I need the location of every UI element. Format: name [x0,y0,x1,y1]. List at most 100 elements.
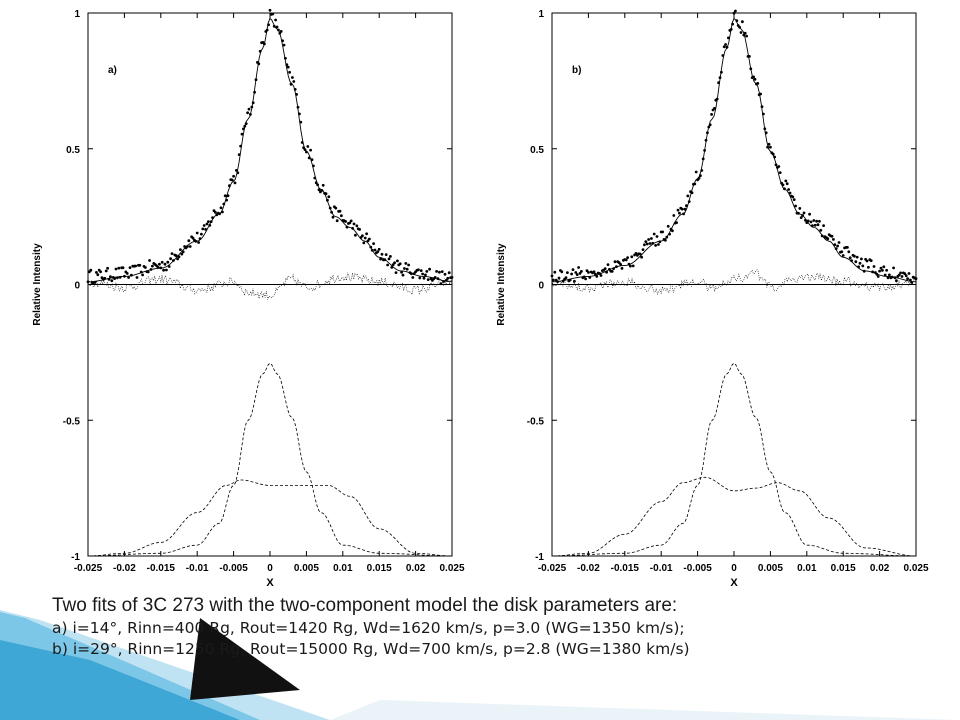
data-point [753,77,757,81]
series-component-4 [88,479,452,557]
data-point [214,211,217,214]
data-point [840,250,844,254]
data-point [335,219,339,223]
data-point [769,145,772,149]
data-point [580,270,583,273]
data-point [438,270,441,274]
series-model-fit [552,17,917,283]
x-tick-label: -0.01 [650,563,673,574]
data-point [279,30,283,33]
x-tick-label: -0.02 [113,563,136,574]
data-point [734,9,737,13]
data-point [694,170,698,174]
data-point [855,255,859,259]
data-point [114,267,118,271]
data-point [372,242,375,246]
data-point [377,247,381,251]
data-point [407,263,410,267]
data-point [647,238,650,241]
data-point [121,266,125,270]
y-tick-label: 0 [74,281,80,292]
data-point [573,279,576,283]
data-point [387,257,391,261]
data-point [146,270,150,274]
data-point [644,240,648,244]
data-point [110,279,114,283]
data-point [393,261,396,265]
data-point [201,227,205,231]
data-point [837,241,841,244]
x-tick-label: -0.005 [683,563,712,574]
data-point [419,269,423,272]
data-point [595,275,599,278]
data-point [282,43,286,47]
data-point [846,246,849,249]
data-point [96,273,100,277]
x-tick-label: -0.005 [219,563,248,574]
data-point [560,270,564,274]
x-tick-label: 0 [267,563,273,574]
data-point [128,266,132,269]
chart-area: -1 -0.5 0 0.5 1 -0.025 -0.02 -0.015 -0.01 -0.005 0… [32,8,929,589]
series-residuals [551,269,917,296]
x-tick-label: 0.005 [294,563,319,574]
y-tick-label: -0.5 [527,416,545,427]
data-point [344,220,347,223]
data-point [368,237,371,241]
data-point [710,113,713,116]
data-point [557,276,561,280]
data-point [331,215,335,219]
data-point [379,257,382,261]
data-point [349,219,353,223]
x-tick-label: 0.015 [367,563,392,574]
x-tick-label: 0.01 [333,563,353,574]
data-point [135,276,139,279]
data-point [141,273,145,277]
data-point [661,230,664,234]
data-point [348,221,352,225]
data-point [202,224,206,227]
data-point [163,262,167,266]
data-point [365,232,368,236]
data-point [389,255,392,258]
data-point [713,107,716,110]
x-tick-label: -0.015 [611,563,640,574]
data-point [652,232,656,236]
y-tick-label: 1 [538,9,544,20]
data-point [578,272,582,275]
data-point [599,274,603,277]
caption-title: Two fits of 3C 273 with the two-componen… [52,595,678,616]
data-point [899,271,902,275]
data-point [158,262,161,266]
panel-label: b) [572,65,581,76]
data-point [106,266,109,270]
data-point [741,20,744,24]
data-point [275,25,279,29]
data-point [400,270,403,274]
x-tick-label: -0.025 [538,563,567,574]
panel-label: a) [108,65,117,76]
y-tick-label: 1 [74,9,80,20]
data-point [787,188,790,191]
data-point [876,275,880,278]
data-point [847,250,851,254]
data-point [440,270,444,273]
data-point [338,209,342,213]
x-tick-label: -0.015 [147,563,176,574]
data-point [832,238,835,241]
data-point [853,254,856,258]
data-point [592,270,596,274]
data-point [587,271,590,274]
data-point [606,263,610,266]
data-point [232,174,236,178]
data-point [570,272,573,276]
data-point [321,183,325,187]
chart-panel-a: -1 -0.5 0 0.5 1 -0.025 -0.02 -0.015 -0.01 -0.005 0… [32,8,465,589]
data-point [818,219,821,223]
series-component-3 [552,362,916,557]
y-axis-label: Relative Intensity [496,243,507,326]
data-point [666,224,670,228]
x-axis-label: X [730,577,738,589]
data-point [401,273,405,277]
data-point [841,254,845,257]
